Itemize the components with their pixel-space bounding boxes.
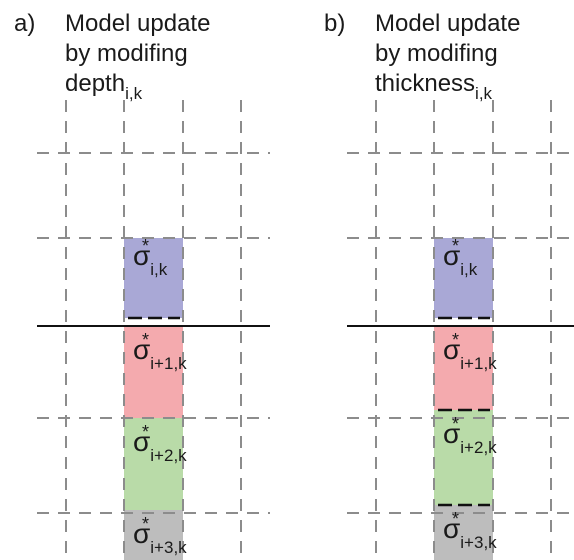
panel-title: Model update (65, 10, 210, 37)
sigma-subscript: i+2,k (150, 446, 187, 465)
sigma-superscript: * (452, 330, 459, 350)
title-text: thickness (375, 70, 475, 97)
sigma-label: σi,k (443, 240, 478, 279)
panel-label: a) (14, 10, 35, 37)
title-text: by modifing (375, 40, 498, 67)
sigma-subscript: i+3,k (150, 538, 187, 557)
panel-title: Model update (375, 10, 520, 37)
sigma-superscript: * (142, 514, 149, 534)
panel-title: by modifing (375, 40, 498, 67)
sigma-label: σi+1,k (133, 334, 187, 373)
layer-cell (434, 505, 493, 560)
sigma-symbol: σ (133, 518, 150, 549)
title-text: Model update (375, 10, 520, 37)
sigma-subscript: i+1,k (460, 354, 497, 373)
title-subscript: i,k (125, 84, 143, 103)
title-text: depth (65, 70, 125, 97)
panel-title: thicknessi,k (375, 70, 493, 103)
sigma-subscript: i+3,k (460, 533, 497, 552)
sigma-superscript: * (142, 422, 149, 442)
title-text: Model update (65, 10, 210, 37)
layer-cell (124, 418, 183, 510)
title-subscript: i,k (475, 84, 493, 103)
sigma-label: σi+3,k (443, 513, 497, 552)
sigma-symbol: σ (133, 426, 150, 457)
layer-cell (124, 238, 183, 318)
sigma-label: σi+1,k (443, 334, 497, 373)
sigma-subscript: i,k (150, 260, 168, 279)
sigma-symbol: σ (133, 240, 150, 271)
sigma-subscript: i+2,k (460, 438, 497, 457)
sigma-symbol: σ (443, 418, 460, 449)
sigma-label: σi+2,k (133, 426, 187, 465)
sigma-subscript: i+1,k (150, 354, 187, 373)
sigma-symbol: σ (443, 513, 460, 544)
sigma-superscript: * (142, 236, 149, 256)
sigma-symbol: σ (443, 240, 460, 271)
sigma-superscript: * (452, 509, 459, 529)
panel-label: b) (324, 10, 345, 37)
sigma-subscript: i,k (460, 260, 478, 279)
sigma-superscript: * (142, 330, 149, 350)
layer-cell (124, 326, 183, 418)
layer-cell (434, 410, 493, 505)
sigma-symbol: σ (443, 334, 460, 365)
sigma-label: σi+2,k (443, 418, 497, 457)
sigma-label: σi,k (133, 240, 168, 279)
sigma-label: σi+3,k (133, 518, 187, 557)
layer-cell (124, 510, 183, 560)
sigma-superscript: * (452, 414, 459, 434)
sigma-symbol: σ (133, 334, 150, 365)
title-text: by modifing (65, 40, 188, 67)
layer-cell (434, 326, 493, 410)
layer-cell (434, 238, 493, 318)
sigma-superscript: * (452, 236, 459, 256)
panel-title: by modifing (65, 40, 188, 67)
panel-title: depthi,k (65, 70, 143, 103)
